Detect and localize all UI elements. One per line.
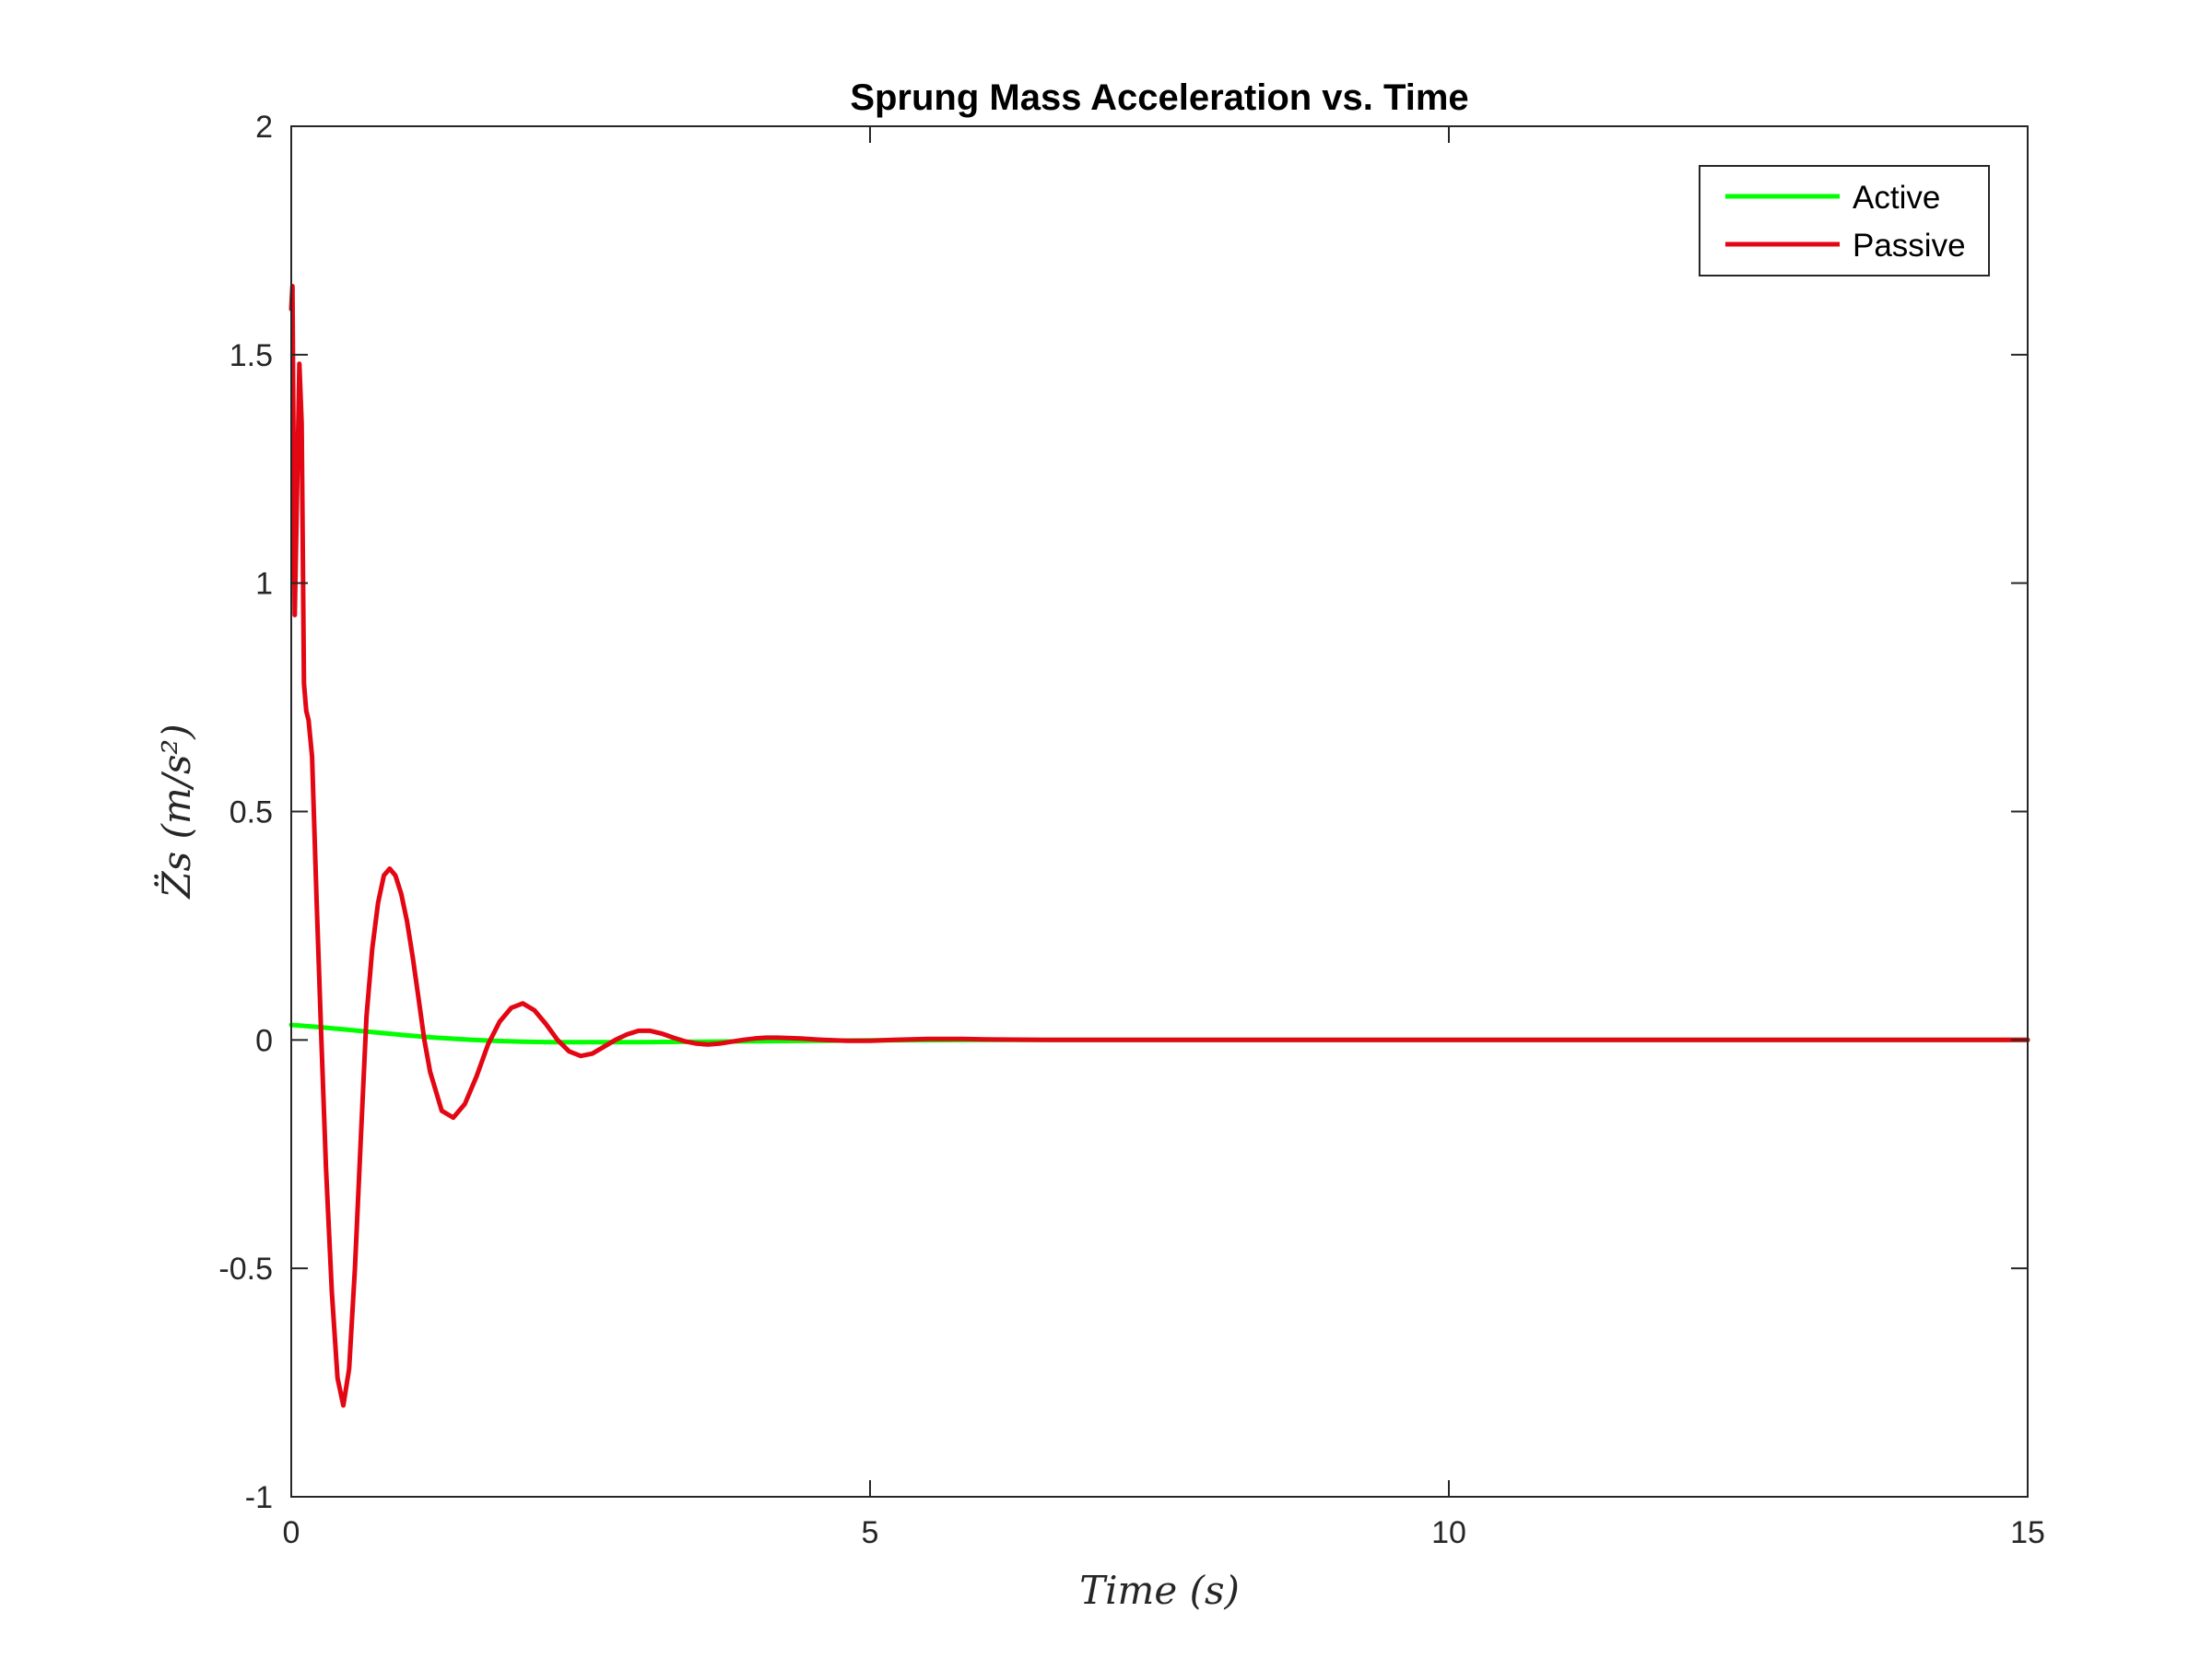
axes-box — [290, 125, 2029, 1498]
y-tick-label: -1 — [245, 1480, 273, 1515]
x-tick-label: 10 — [1431, 1515, 1466, 1550]
axes-background — [291, 126, 2028, 1497]
legend-label-active: Active — [1853, 180, 1940, 216]
legend-label-passive: Passive — [1853, 228, 1966, 264]
chart-title: Sprung Mass Acceleration vs. Time — [850, 77, 1468, 118]
x-tick-label: 15 — [2010, 1515, 2045, 1550]
series-line-passive — [288, 284, 2030, 1408]
x-axis-label: Time (s) — [1079, 1568, 1240, 1613]
y-tick-label: 0 — [255, 1023, 273, 1058]
legend-box — [1699, 165, 1990, 276]
legend: Active Passive — [1699, 165, 1990, 276]
series-layer — [288, 284, 2030, 1408]
y-tick-label: 0.5 — [229, 795, 273, 830]
y-tick-label: 1 — [255, 567, 273, 602]
y-axis-label: Z̈s (m/s²) — [153, 724, 199, 900]
plot-area — [291, 126, 2028, 1497]
y-tick-label: 2 — [255, 110, 273, 145]
y-tick-label: 1.5 — [229, 338, 273, 373]
x-tick-label: 5 — [862, 1515, 879, 1550]
y-tick-label: -0.5 — [218, 1252, 273, 1287]
x-tick-label: 0 — [283, 1515, 300, 1550]
